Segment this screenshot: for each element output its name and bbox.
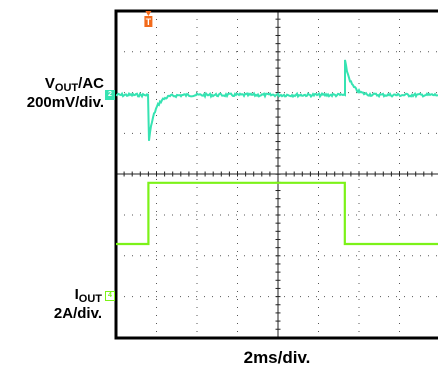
vout-channel-label: VOUT/AC 200mV/div. [27, 75, 104, 111]
trigger-marker-box [144, 16, 153, 27]
iout-channel-label: IOUT 2A/div. [54, 286, 102, 322]
vout-trace [115, 59, 438, 141]
vout-scale-label: 200mV/div. [26, 94, 104, 111]
scope-frame [114, 9, 438, 340]
iout-trace [116, 181, 438, 246]
vout-label-sub: OUT [54, 82, 79, 94]
iout-scale-label: 2A/div. [53, 305, 102, 322]
trigger-marker-label: T [146, 17, 152, 27]
vout-channel-marker: 2 [105, 90, 115, 100]
vout-label-suffix: /AC [78, 75, 104, 92]
iout-label-main: I [74, 286, 79, 303]
trigger-arrow-icon [145, 11, 152, 16]
vout-label-main: V [44, 75, 55, 92]
iout-label-sub: OUT [78, 293, 102, 305]
x-axis-label: 2ms/div. [243, 348, 311, 367]
iout-channel-marker: 4 [105, 291, 115, 301]
